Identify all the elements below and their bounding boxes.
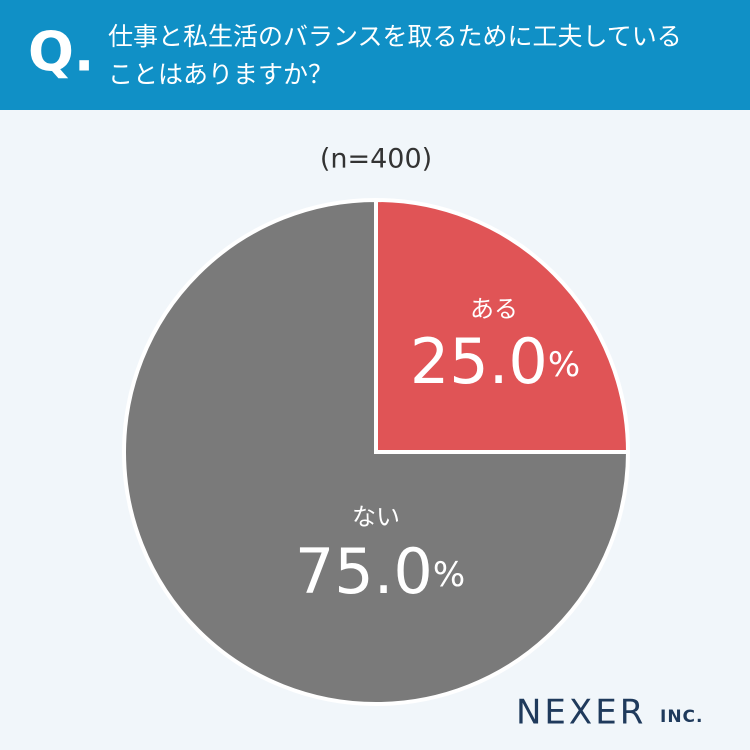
subtitle: (n=400): [320, 144, 432, 175]
slice-label: ない: [352, 503, 400, 531]
slice-label: ある: [470, 295, 518, 323]
pie-slice: [122, 197, 631, 706]
pie: [122, 197, 631, 706]
value-label: 75.0%: [295, 535, 465, 608]
pie-slice: [374, 197, 631, 454]
value-label: 25.0%: [410, 325, 580, 398]
header-band: [0, 0, 750, 110]
title-line: ことはありますか？: [108, 60, 333, 89]
logo-name: NEXER: [516, 693, 646, 733]
title-line: 仕事と私生活のバランスを取るために工夫している: [108, 22, 682, 51]
logo-suffix: INC.: [660, 707, 704, 727]
q-mark: Q.: [28, 21, 94, 84]
